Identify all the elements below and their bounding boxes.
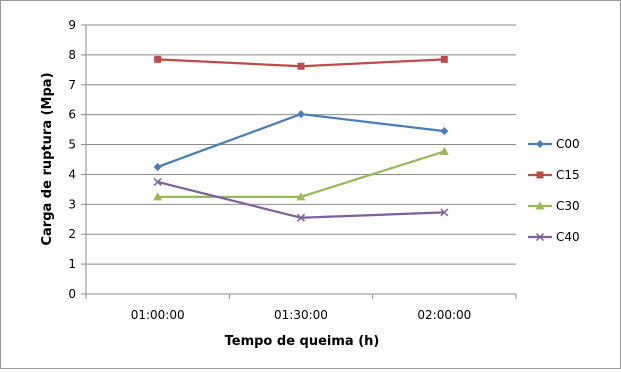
y-tick-label: 2 <box>68 227 76 241</box>
legend-label-c15: C15 <box>556 168 580 182</box>
y-tick-label: 1 <box>68 257 76 271</box>
x-tick-label: 01:00:00 <box>131 308 185 322</box>
y-tick-label: 0 <box>68 287 76 301</box>
data-point-c00 <box>440 127 449 136</box>
data-point-c40 <box>296 213 306 222</box>
data-point-c30 <box>296 192 306 201</box>
series-line-c00 <box>157 112 445 169</box>
legend-marker-c40 <box>535 232 545 242</box>
y-tick-label: 6 <box>68 108 76 122</box>
data-point-c00 <box>297 110 305 119</box>
x-tick-label: 01:30:00 <box>274 308 328 322</box>
y-axis-title: Carga de ruptura (Mpa) <box>40 72 55 245</box>
data-point-c30 <box>153 192 163 201</box>
data-point-c15 <box>440 55 448 63</box>
y-tick-labels: 0 1 2 3 4 5 6 7 8 9 <box>68 18 76 301</box>
x-tick-label: 02:00:00 <box>417 308 471 322</box>
data-point-c00 <box>153 162 162 171</box>
y-tick-label: 7 <box>68 78 76 92</box>
data-point-c15 <box>154 55 162 63</box>
legend-marker-c15 <box>536 171 544 179</box>
data-point-c15 <box>297 62 305 70</box>
legend-label-c00: C00 <box>556 137 580 151</box>
y-tick-label: 5 <box>68 138 76 152</box>
y-tick-label: 8 <box>68 48 76 62</box>
legend-label-c40: C40 <box>556 230 580 244</box>
axes <box>81 24 517 299</box>
y-tick-label: 4 <box>68 167 76 181</box>
legend-marker-c00 <box>536 140 544 148</box>
legend-label-c30: C30 <box>556 199 580 213</box>
gridlines <box>86 24 516 265</box>
series-lines <box>153 55 449 222</box>
legend: C00 C15 C30 C40 <box>528 137 580 244</box>
data-point-c30 <box>439 146 449 155</box>
y-tick-label: 9 <box>68 18 76 32</box>
x-tick-labels: 01:00:00 01:30:00 02:00:00 <box>131 308 472 322</box>
y-tick-label: 3 <box>68 197 76 211</box>
data-point-c40 <box>153 177 162 186</box>
legend-marker-c30 <box>535 201 545 210</box>
data-point-c40 <box>440 208 449 217</box>
x-axis-title: Tempo de queima (h) <box>225 334 380 349</box>
